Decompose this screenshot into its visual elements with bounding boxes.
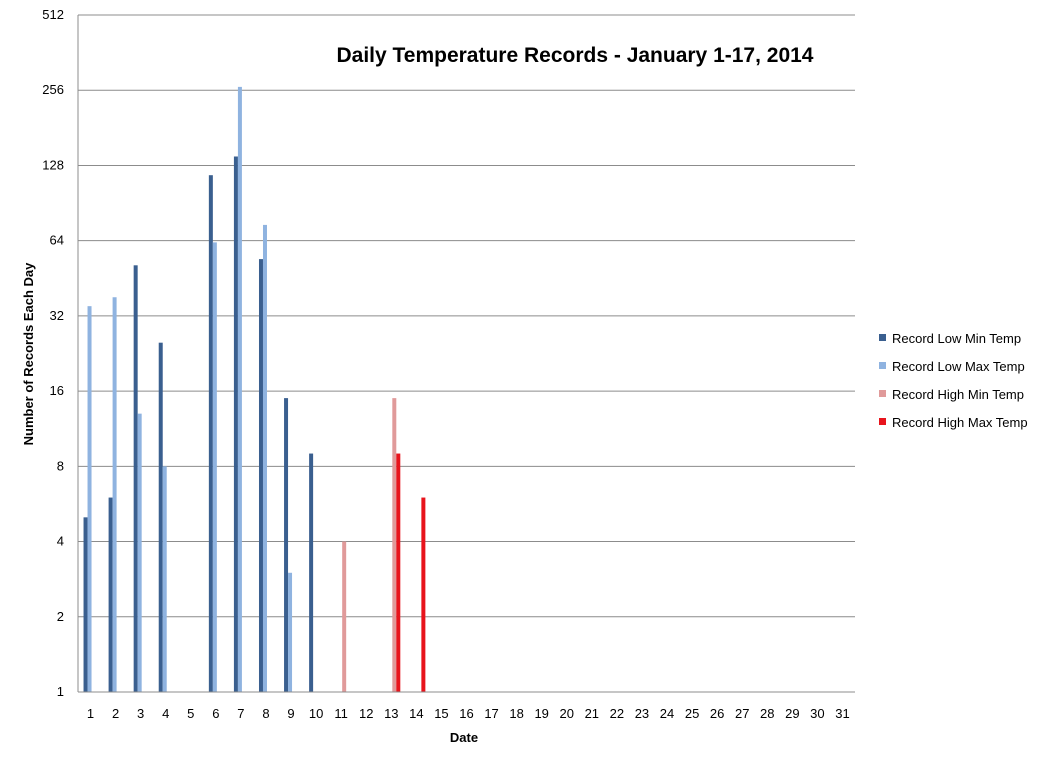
bar	[112, 297, 117, 692]
bar	[212, 242, 217, 692]
x-tick-label: 29	[785, 706, 799, 721]
bar	[83, 517, 88, 692]
bar	[309, 453, 314, 692]
x-tick-label: 17	[484, 706, 498, 721]
bar	[133, 265, 138, 692]
x-tick-label: 4	[162, 706, 169, 721]
x-tick-label: 21	[585, 706, 599, 721]
bar	[162, 466, 167, 692]
legend-swatch	[879, 334, 886, 341]
x-tick-label: 24	[660, 706, 674, 721]
x-tick-label: 11	[334, 706, 348, 721]
bar	[108, 497, 113, 692]
x-tick-label: 15	[434, 706, 448, 721]
y-tick-label: 32	[50, 308, 64, 323]
x-tick-label: 25	[685, 706, 699, 721]
bar	[392, 398, 397, 692]
y-tick-label: 1	[57, 684, 64, 699]
y-tick-label: 128	[42, 157, 64, 172]
x-tick-label: 26	[710, 706, 724, 721]
y-tick-label: 64	[50, 233, 64, 248]
x-tick-label: 18	[509, 706, 523, 721]
legend-label: Record High Max Temp	[892, 415, 1028, 430]
bar	[158, 342, 163, 692]
x-tick-label: 28	[760, 706, 774, 721]
x-tick-label: 27	[735, 706, 749, 721]
bar	[262, 224, 267, 692]
bar	[342, 541, 347, 692]
x-tick-label: 9	[287, 706, 294, 721]
x-tick-label: 12	[359, 706, 373, 721]
bar	[288, 572, 293, 692]
legend-swatch	[879, 418, 886, 425]
x-tick-label: 23	[635, 706, 649, 721]
x-tick-label: 31	[835, 706, 849, 721]
x-tick-label: 7	[237, 706, 244, 721]
bar	[396, 453, 401, 692]
y-tick-label: 512	[42, 7, 64, 22]
x-tick-label: 10	[309, 706, 323, 721]
y-tick-label: 8	[57, 458, 64, 473]
legend-swatch	[879, 390, 886, 397]
legend-swatch	[879, 362, 886, 369]
x-tick-label: 1	[87, 706, 94, 721]
chart-title: Daily Temperature Records - January 1-17…	[336, 44, 813, 67]
x-tick-label: 20	[560, 706, 574, 721]
x-tick-label: 2	[112, 706, 119, 721]
y-tick-label: 256	[42, 82, 64, 97]
x-tick-label: 14	[409, 706, 423, 721]
x-tick-label: 6	[212, 706, 219, 721]
bar	[258, 259, 263, 692]
x-tick-label: 19	[534, 706, 548, 721]
x-tick-label: 8	[262, 706, 269, 721]
bar	[421, 497, 426, 692]
bar	[237, 86, 242, 692]
x-tick-label: 3	[137, 706, 144, 721]
x-axis-title: Date	[450, 730, 478, 745]
legend: Record Low Min Temp Record Low Max Temp Re…	[879, 331, 1028, 430]
legend-label: Record Low Max Temp	[892, 359, 1025, 374]
x-tick-label: 13	[384, 706, 398, 721]
y-tick-label: 16	[50, 383, 64, 398]
legend-label: Record High Min Temp	[892, 387, 1024, 402]
grid-lines	[78, 14, 855, 618]
bar	[208, 175, 213, 692]
x-tick-label: 30	[810, 706, 824, 721]
bars	[83, 86, 426, 692]
legend-label: Record Low Min Temp	[892, 331, 1021, 346]
x-tick-label: 5	[187, 706, 194, 721]
x-tick-label: 16	[459, 706, 473, 721]
y-axis-title: Number of Records Each Day	[21, 262, 36, 446]
bar	[87, 306, 92, 692]
x-tick-label: 22	[610, 706, 624, 721]
bar	[233, 156, 238, 692]
bar	[137, 413, 142, 692]
y-tick-label: 4	[57, 534, 64, 549]
y-tick-label: 2	[57, 609, 64, 624]
bar	[284, 398, 289, 692]
